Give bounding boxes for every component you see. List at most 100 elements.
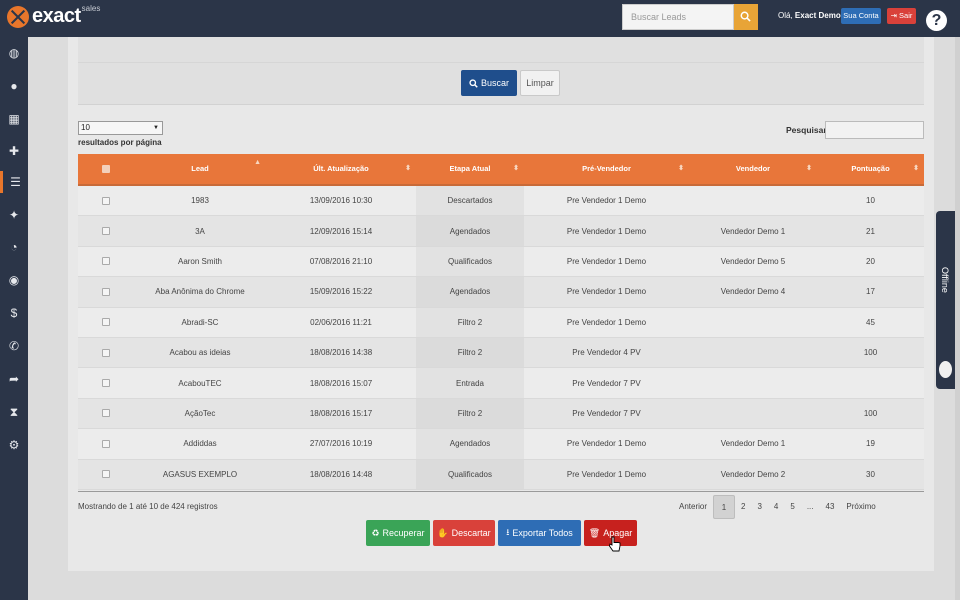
brand-logo[interactable]: exact sales (7, 4, 101, 28)
page-scrollbar[interactable] (955, 37, 960, 600)
table-row[interactable]: Abradi-SC 02/06/2016 11:21 Filtro 2 Pre Ven… (78, 307, 924, 338)
row-checkbox[interactable] (102, 196, 110, 205)
row-checkbox[interactable] (102, 257, 110, 266)
table-row[interactable]: 1983 13/09/2016 10:30 Descartados Pre Vende… (78, 186, 924, 217)
cell-seller (689, 186, 817, 215)
user-greeting: Olá, Exact Demo (778, 11, 841, 20)
help-button[interactable]: ? (926, 5, 947, 31)
table-row[interactable]: 3A 12/09/2016 15:14 Agendados Pre Vendedor … (78, 216, 924, 247)
table-icon[interactable]: ☰ (0, 171, 28, 193)
chat-status-tab[interactable]: Offline (936, 211, 955, 389)
user-icon[interactable]: ● (10, 79, 18, 93)
trash-icon: 🗑 (588, 527, 601, 538)
page-button-2[interactable]: 2 (741, 502, 746, 511)
table-header: Lead ▲ Últ. Atualização ⬍ Etapa Atual ⬍ Pré… (78, 154, 924, 186)
row-checkbox[interactable] (102, 348, 110, 357)
header-last-update[interactable]: Últ. Atualização ⬍ (266, 153, 416, 185)
dollar-icon[interactable]: $ (10, 306, 18, 320)
pie-chart-icon[interactable]: ◔ (10, 240, 18, 254)
header-score[interactable]: Pontuação ⬍ (817, 153, 924, 185)
clear-button[interactable]: Limpar (520, 70, 560, 96)
table-search-input[interactable] (825, 121, 924, 139)
export-all-button[interactable]: ⭳ Exportar Todos (498, 520, 581, 546)
thumbs-down-icon: ✋ (437, 527, 449, 538)
row-checkbox[interactable] (102, 470, 110, 479)
table-row[interactable]: AcabouTEC 18/08/2016 15:07 Entrada Pre Vend… (78, 368, 924, 399)
header-stage[interactable]: Etapa Atual ⬍ (416, 153, 524, 185)
table-row[interactable]: Aba Anônima do Chrome 15/09/2016 15:22 Age… (78, 277, 924, 308)
recover-button[interactable]: ♻ Recuperar (366, 520, 430, 546)
table-row[interactable]: Addiddas 27/07/2016 10:19 Agendados Pre Ven… (78, 429, 924, 460)
cell-last-update: 27/07/2016 10:19 (309, 439, 373, 449)
search-leads-button[interactable] (734, 4, 758, 30)
clock-circle-icon[interactable]: ◉ (8, 273, 20, 287)
row-select-cell (78, 460, 134, 489)
calendar-icon[interactable]: ▦ (8, 112, 20, 126)
cell-lead: Aba Anônima do Chrome (155, 287, 245, 297)
discard-button[interactable]: ✋ Descartar (433, 520, 495, 546)
page-ellipsis: ... (806, 502, 814, 511)
page-button-3[interactable]: 3 (757, 502, 762, 511)
share-icon[interactable]: ➦ (8, 372, 20, 386)
recover-label: Recuperar (382, 528, 425, 538)
row-checkbox[interactable] (102, 318, 110, 327)
user-name: Exact Demo (794, 11, 841, 20)
cell-seller (689, 308, 817, 337)
table-row[interactable]: Acabou as ideias 18/08/2016 14:38 Filtro 2… (78, 337, 924, 369)
row-select-cell (78, 308, 134, 337)
prev-page-button[interactable]: Anterior (679, 502, 708, 511)
logout-button[interactable]: ⇥ Sair (887, 8, 916, 24)
delete-button[interactable]: 🗑 Apagar (584, 520, 637, 546)
plus-icon[interactable]: ✚ (8, 144, 20, 158)
table-body: 1983 13/09/2016 10:30 Descartados Pre Vende… (78, 186, 924, 490)
logout-icon: ⇥ (890, 11, 900, 20)
header-lead[interactable]: Lead ▲ (134, 153, 266, 185)
hourglass-icon[interactable]: ⧗ (9, 404, 19, 419)
cell-seller: Vendedor Demo 4 (720, 287, 786, 297)
page-button-43[interactable]: 43 (825, 502, 835, 511)
search-leads-input[interactable]: Buscar Leads (622, 4, 734, 30)
sort-icon: ⬍ (405, 165, 411, 172)
table-row[interactable]: Aaron Smith 07/08/2016 21:10 Qualificados P… (78, 246, 924, 278)
pin-icon[interactable]: ✦ (8, 208, 20, 222)
phone-icon[interactable]: ✆ (8, 339, 20, 353)
page-button-5[interactable]: 5 (790, 502, 795, 511)
sort-icon: ⬍ (513, 165, 519, 172)
pagination: Anterior 1 2 3 4 5 ... 43 Próximo (673, 495, 882, 519)
page-size-value: 10 (81, 123, 90, 132)
table-row[interactable]: AçãoTec 18/08/2016 15:17 Filtro 2 Pre Vende… (78, 398, 924, 430)
cell-pre-seller: Pre Vendedor 1 Demo (566, 196, 647, 206)
search-button[interactable]: Buscar (461, 70, 517, 96)
page-size-select[interactable]: 10 ▼ (78, 121, 163, 135)
bulk-actions: ♻ Recuperar ✋ Descartar ⭳ Exportar Todos 🗑 A… (366, 520, 637, 546)
row-checkbox[interactable] (102, 439, 110, 448)
table-row[interactable]: AGASUS EXEMPLO 18/08/2016 14:48 Qualificad… (78, 459, 924, 490)
row-select-cell (78, 247, 134, 276)
row-select-cell (78, 429, 134, 458)
page-button-1[interactable]: 1 (713, 495, 736, 519)
cell-last-update: 18/08/2016 14:38 (309, 348, 373, 358)
row-checkbox[interactable] (102, 227, 110, 236)
row-checkbox[interactable] (102, 409, 110, 418)
header-seller[interactable]: Vendedor ⬍ (689, 153, 817, 185)
cell-pre-seller: Pre Vendedor 1 Demo (566, 469, 647, 479)
account-button[interactable]: Sua Conta (841, 8, 881, 24)
select-all-checkbox[interactable] (102, 165, 110, 173)
chat-toggle-icon[interactable] (939, 361, 952, 378)
cell-lead: 3A (195, 226, 205, 236)
cell-pre-seller: Pre Vendedor 1 Demo (566, 226, 647, 236)
leads-panel: Buscar Limpar 10 ▼ resultados por página… (68, 37, 934, 571)
cell-stage: Qualificados (416, 459, 524, 489)
row-checkbox[interactable] (102, 379, 110, 388)
row-select-cell (78, 368, 134, 397)
next-page-button[interactable]: Próximo (846, 502, 876, 511)
cell-last-update: 18/08/2016 14:48 (309, 469, 373, 479)
brand-sub: sales (81, 4, 101, 13)
dashboard-icon[interactable]: ◍ (8, 46, 20, 60)
header-pre-seller[interactable]: Pré-Vendedor ⬍ (524, 153, 689, 185)
settings-icon[interactable]: ⚙ (8, 438, 20, 452)
page-button-4[interactable]: 4 (773, 502, 779, 511)
row-checkbox[interactable] (102, 287, 110, 296)
cell-pre-seller: Pre Vendedor 1 Demo (566, 439, 647, 449)
select-all-header (78, 153, 134, 185)
